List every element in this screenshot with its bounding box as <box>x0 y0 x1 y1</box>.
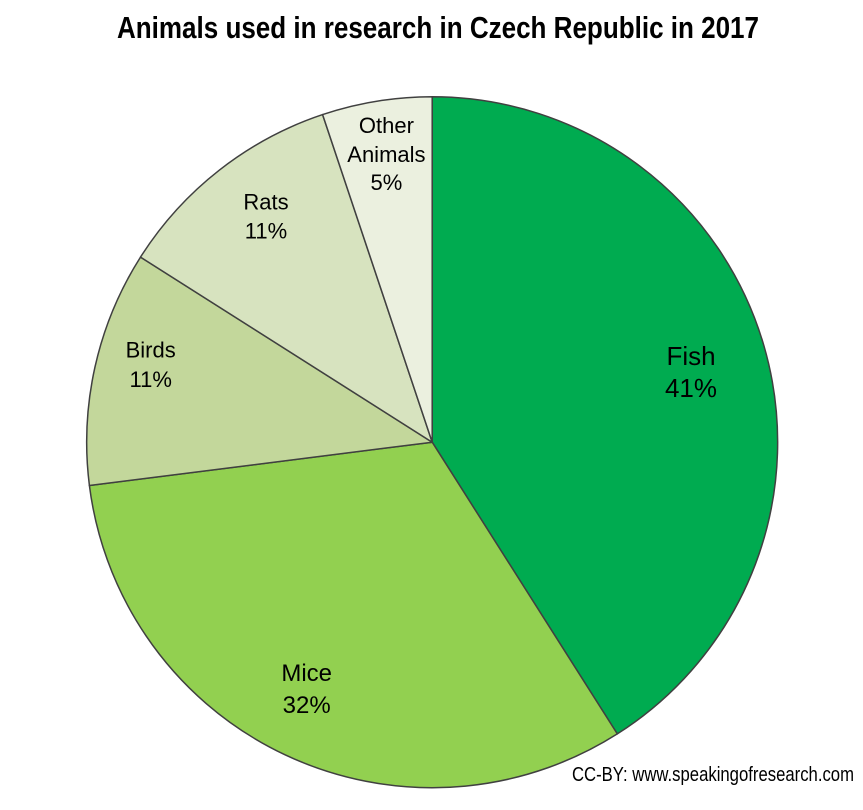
svg-text:Rats: Rats <box>243 189 288 214</box>
svg-text:Animals: Animals <box>347 142 425 167</box>
svg-text:CC-BY: www.speakingofresearch.: CC-BY: www.speakingofresearch.com <box>572 764 854 786</box>
svg-text:Birds: Birds <box>126 338 176 363</box>
svg-text:32%: 32% <box>283 692 331 719</box>
svg-text:11%: 11% <box>245 219 287 244</box>
svg-text:11%: 11% <box>129 367 171 392</box>
svg-text:Mice: Mice <box>281 660 332 687</box>
svg-text:Fish: Fish <box>666 341 715 371</box>
svg-text:Other: Other <box>359 113 414 138</box>
svg-text:Animals used in research in Cz: Animals used in research in Czech Republ… <box>117 10 759 45</box>
svg-text:5%: 5% <box>371 170 403 195</box>
svg-text:41%: 41% <box>665 373 717 403</box>
